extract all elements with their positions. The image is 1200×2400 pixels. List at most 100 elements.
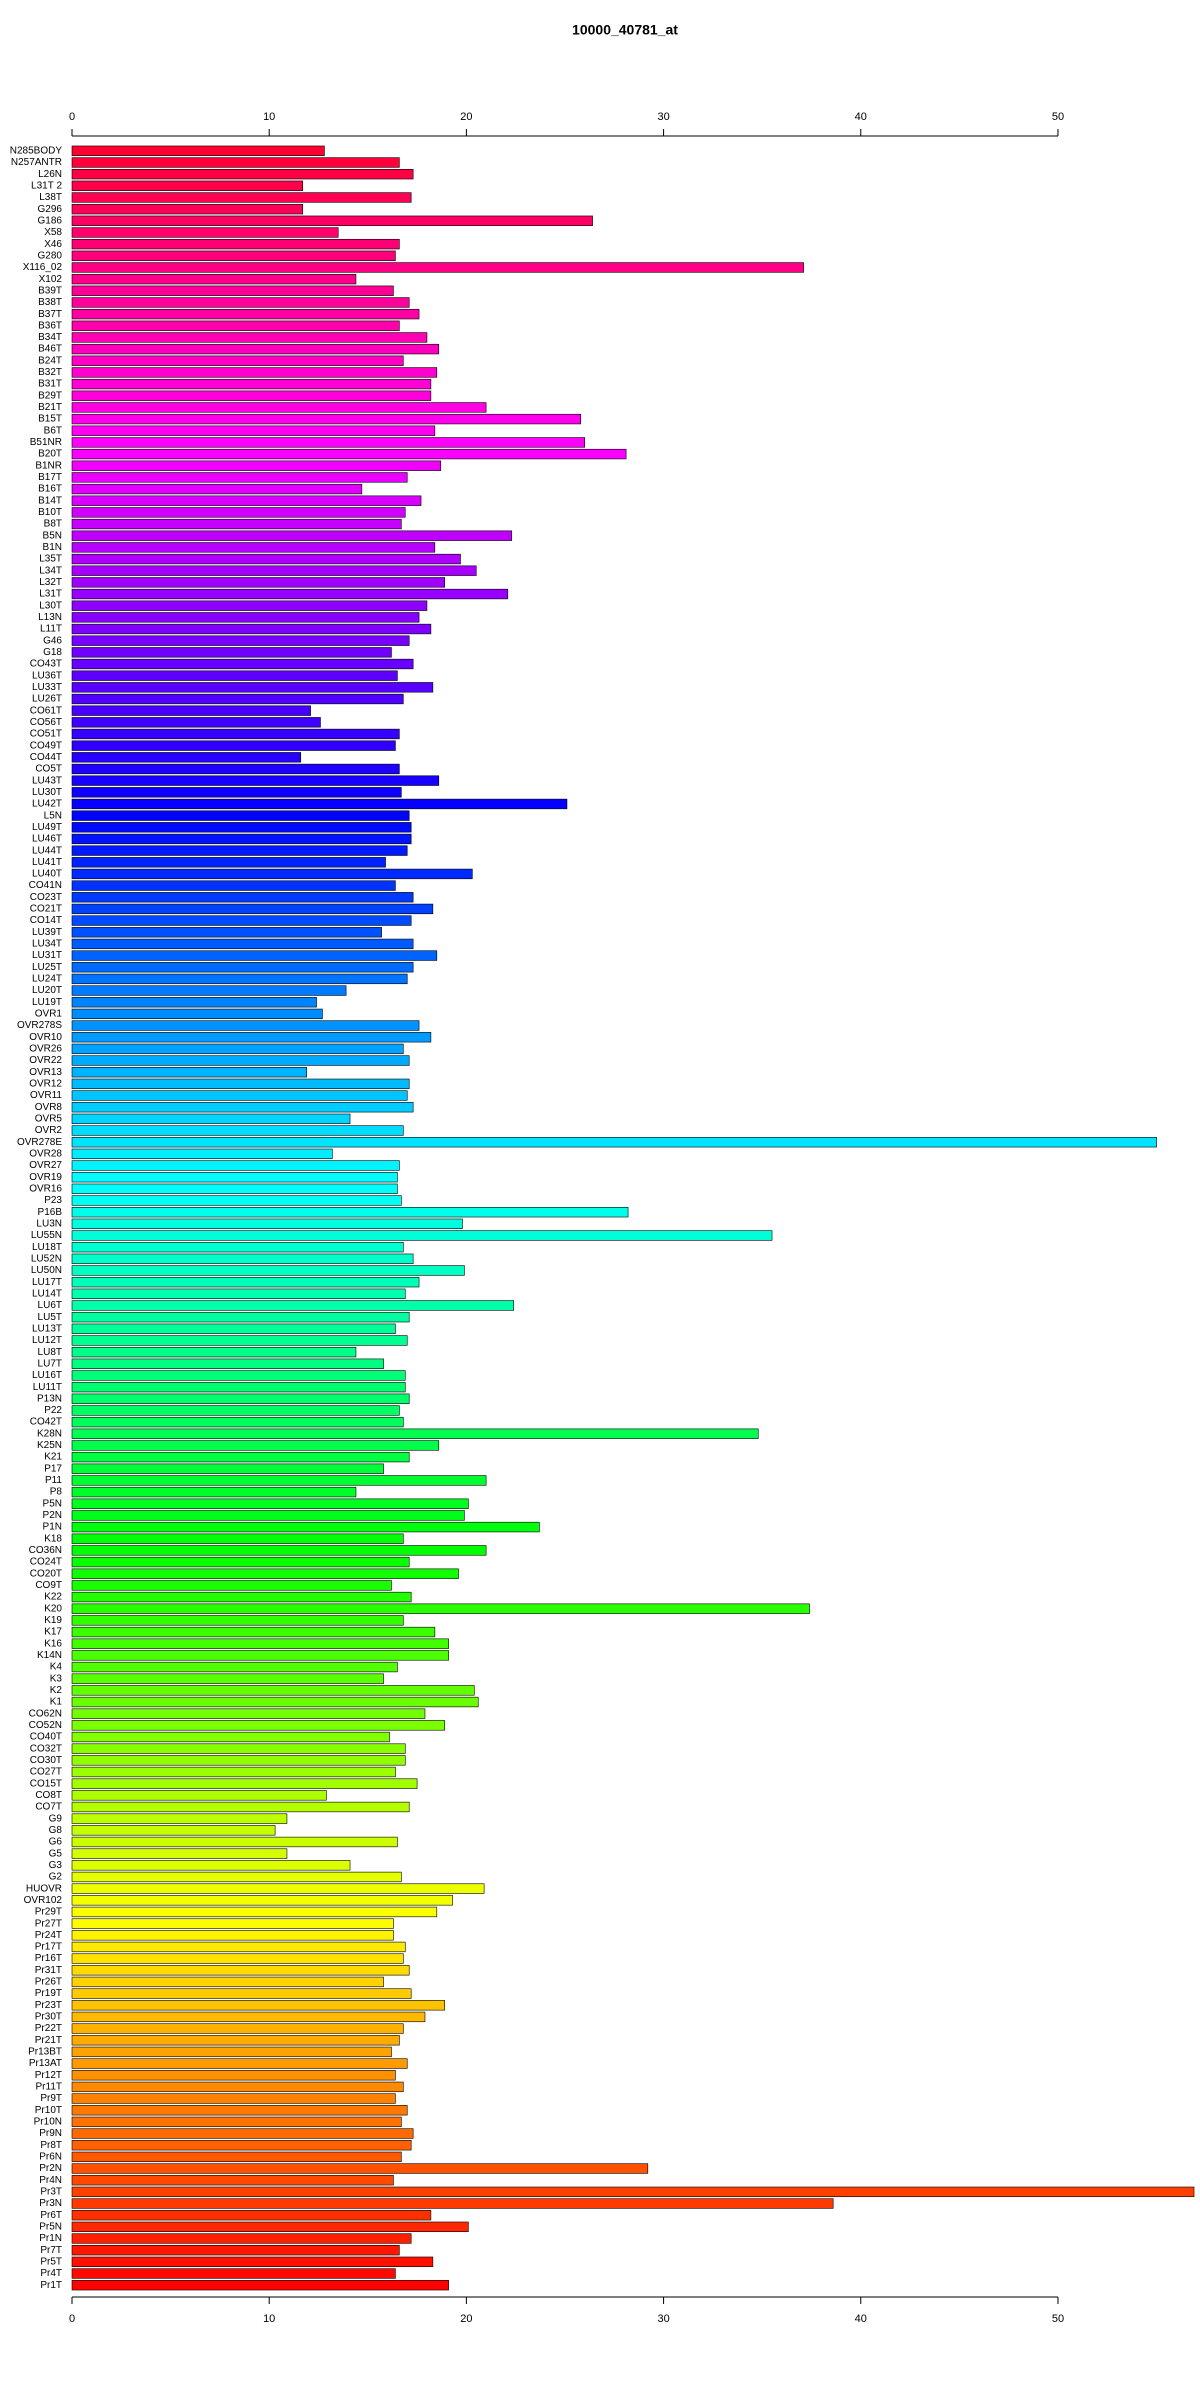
y-tick-label: OVR10 [29, 1032, 62, 1043]
y-tick-label: LU44T [32, 845, 62, 856]
y-tick-label: B32T [38, 367, 62, 378]
bar [71, 2151, 402, 2163]
bar [71, 565, 477, 576]
bar [71, 308, 420, 320]
y-tick-label: P5N [43, 1498, 62, 1509]
y-tick-label: LU41T [32, 857, 62, 868]
bar [71, 892, 414, 903]
bar [71, 705, 311, 716]
y-tick-label: LU18T [32, 1242, 62, 1253]
bar [71, 1871, 402, 1883]
bar [71, 1230, 773, 1241]
y-tick-label: OVR28 [29, 1148, 62, 1159]
x-tick-label: 10 [263, 111, 275, 123]
y-tick-label: B21T [38, 402, 62, 413]
bar [71, 1405, 400, 1416]
y-tick-label: G186 [38, 215, 63, 226]
bar [71, 157, 400, 168]
y-tick-label: LU31T [32, 950, 62, 961]
y-tick-label: K21 [44, 1452, 62, 1463]
bar [71, 670, 398, 681]
y-tick-label: G6 [49, 1837, 63, 1848]
y-tick-label: OVR12 [29, 1079, 62, 1090]
y-tick-label: LU50N [31, 1265, 62, 1276]
y-tick-label: Pr29T [35, 1907, 62, 1918]
y-tick-label: B46T [38, 344, 62, 355]
y-tick-label: P1N [43, 1522, 62, 1533]
bar [71, 1731, 390, 1743]
bar [71, 192, 412, 203]
y-tick-label: B51NR [30, 437, 62, 448]
bar [71, 1218, 463, 1229]
bar [71, 1580, 392, 1591]
bar [71, 1323, 396, 1334]
y-tick-label: P8 [50, 1487, 63, 1498]
bar [71, 2105, 408, 2116]
bar [71, 203, 304, 215]
y-tick-label: B36T [38, 320, 62, 331]
bar [71, 2128, 414, 2139]
y-tick-label: Pr4N [39, 2175, 62, 2186]
bar [71, 1976, 384, 1988]
bar [71, 1172, 398, 1183]
bar [71, 518, 402, 530]
y-tick-label: B1NR [35, 460, 62, 471]
y-tick-label: K28N [37, 1428, 62, 1439]
x-tick-label: 30 [657, 111, 669, 123]
bar [71, 577, 445, 588]
y-tick-label: CO21T [30, 904, 62, 915]
y-tick-label: LU49T [32, 822, 62, 833]
bar [71, 1335, 408, 1346]
y-tick-label: LU19T [32, 997, 62, 1008]
bar [71, 542, 436, 553]
bar [71, 1813, 288, 1824]
y-tick-label: L31T [39, 589, 62, 600]
bar [71, 1346, 357, 1358]
y-tick-label: K18 [44, 1533, 62, 1544]
y-tick-label: OVR278E [17, 1137, 62, 1148]
y-tick-label: Pr9N [39, 2128, 62, 2139]
y-tick-label: Pr11T [36, 2082, 63, 2093]
y-tick-label: LU34T [32, 939, 62, 950]
bar [71, 1848, 288, 1859]
bar [71, 238, 400, 250]
bar [71, 1603, 810, 1614]
bar [71, 437, 586, 448]
bar [71, 1860, 351, 1871]
y-tick-label: B6T [44, 425, 62, 436]
y-tick-label: LU17T [32, 1277, 62, 1288]
bar [71, 2035, 400, 2046]
bar [71, 1125, 404, 1136]
bar [71, 1137, 1157, 1148]
bar [71, 1113, 351, 1125]
y-tick-label: OVR19 [29, 1172, 62, 1183]
y-tick-label: P17 [44, 1463, 62, 1474]
bar [71, 810, 410, 821]
y-tick-label: CO8T [35, 1790, 62, 1801]
y-tick-label: CO51T [30, 729, 62, 740]
y-tick-label: LU52N [31, 1253, 62, 1264]
y-tick-label: Pr6N [39, 2152, 62, 2163]
bar [71, 1883, 485, 1894]
y-tick-label: OVR11 [30, 1090, 62, 1101]
bar [71, 553, 461, 565]
y-tick-label: K20 [44, 1603, 62, 1614]
bar [71, 1626, 436, 1638]
bar [71, 1148, 333, 1160]
bar [71, 2000, 445, 2011]
bar [71, 425, 436, 436]
bar [71, 880, 396, 891]
bar [71, 378, 432, 390]
x-tick-label: 20 [460, 111, 472, 123]
y-tick-label: LU42T [32, 799, 62, 810]
y-tick-label: G5 [49, 1848, 63, 1859]
bar [71, 320, 400, 331]
y-tick-label: B29T [38, 390, 62, 401]
y-tick-label: Pr31T [35, 1965, 62, 1976]
y-tick-label: CO52N [29, 1720, 62, 1731]
bar [71, 1265, 465, 1276]
y-tick-label: OVR16 [29, 1183, 62, 1194]
bar [71, 798, 568, 810]
bar [71, 1160, 400, 1171]
bar [71, 1241, 404, 1253]
